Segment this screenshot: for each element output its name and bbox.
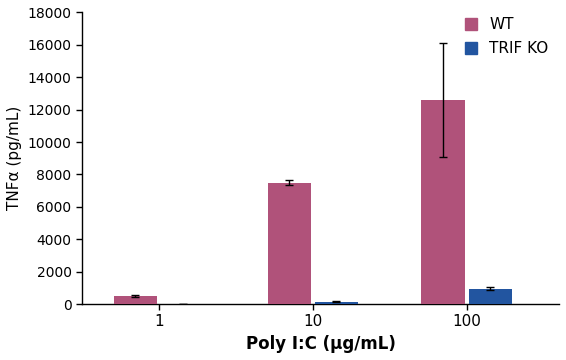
Bar — [422, 100, 465, 304]
Legend: WT, TRIF KO: WT, TRIF KO — [462, 14, 551, 59]
Bar — [114, 296, 157, 304]
Bar — [315, 302, 358, 304]
Bar — [469, 289, 512, 304]
X-axis label: Poly I:C (μg/mL): Poly I:C (μg/mL) — [246, 335, 396, 353]
Bar — [268, 183, 311, 304]
Y-axis label: TNFα (pg/mL): TNFα (pg/mL) — [7, 106, 22, 210]
